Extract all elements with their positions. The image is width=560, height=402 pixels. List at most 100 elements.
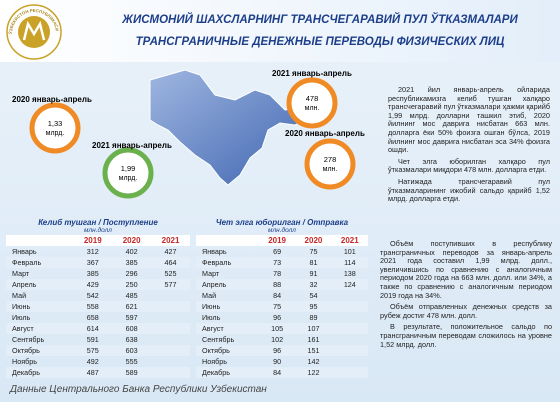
cell: 577 xyxy=(151,279,190,290)
cell xyxy=(332,334,368,345)
month: Июнь xyxy=(6,301,74,312)
bubble-value: 1,99 xyxy=(121,164,136,173)
cell xyxy=(332,290,368,301)
cell: 75 xyxy=(309,247,318,256)
cell: 75 xyxy=(258,301,296,312)
row: Февраль 73 81 114 xyxy=(196,257,368,268)
row: Февраль 367 385 464 xyxy=(6,257,190,268)
paragraph: В результате, положительное сальдо по тр… xyxy=(380,322,552,349)
paragraph: Объём поступивших в республику трансгран… xyxy=(380,239,552,300)
row: Декабрь 487 589 xyxy=(6,367,190,378)
month: Ноябрь xyxy=(202,357,227,366)
row: Август 614 608 xyxy=(6,323,190,334)
year: 2020 xyxy=(295,235,332,246)
bubble-value: 478 xyxy=(306,94,319,103)
cell: 621 xyxy=(112,301,152,312)
year: 2021 xyxy=(151,235,190,246)
cell: 161 xyxy=(307,335,320,344)
cell: 492 xyxy=(86,357,99,366)
row: Август 105 107 xyxy=(196,323,368,334)
month: Октябрь xyxy=(6,345,74,356)
month: Январь xyxy=(12,247,37,256)
cell: 32 xyxy=(295,279,332,290)
cell: 96 xyxy=(258,345,296,356)
month: Февраль xyxy=(6,257,74,268)
paragraph: Натижада трансчегаравий пул ўтказмаларин… xyxy=(388,176,550,204)
cell: 385 xyxy=(112,257,152,268)
cell xyxy=(331,367,368,378)
table-outflow: Чет элга юборилган / Отправка млн.долл 201… xyxy=(196,218,368,378)
table: 2019 2020 2021 Январь 69 75 101 Февраль 73 81 114 М… xyxy=(196,235,368,378)
cell xyxy=(151,334,190,345)
cell: 102 xyxy=(271,335,284,344)
row: Ноябрь 492 555 xyxy=(6,356,190,367)
bubble-period: 2021 январь-апрель xyxy=(272,69,352,78)
cell: 555 xyxy=(125,357,138,366)
row: Июнь 75 95 xyxy=(196,301,368,312)
cell: 81 xyxy=(295,257,332,268)
cell: 367 xyxy=(73,257,113,268)
corner xyxy=(6,235,74,246)
row: Июль 96 89 xyxy=(196,312,368,323)
month: Март xyxy=(12,269,30,278)
footer: Данные Центрального Банка Республики Узб… xyxy=(10,384,267,395)
year: 2019 xyxy=(258,235,296,246)
title-uz: ЖИСМОНИЙ ШАХСЛАРНИНГ ТРАНСЧЕГАРАВИЙ ПУЛ … xyxy=(122,14,518,26)
year: 2019 xyxy=(73,235,113,246)
month: Август xyxy=(6,323,74,334)
month: Декабрь xyxy=(6,367,74,378)
month: Сентябрь xyxy=(12,335,45,344)
cell: 597 xyxy=(125,313,138,322)
cell: 589 xyxy=(112,367,152,378)
bubble-value: 278 xyxy=(324,155,337,164)
text-ru: Объём поступивших в республику трансгран… xyxy=(380,239,552,352)
row: Ноябрь 90 142 xyxy=(196,356,368,367)
text-uz: 2021 йил январь-апрель ойларида республи… xyxy=(388,85,550,207)
cell: 575 xyxy=(73,345,113,356)
row: Май 542 485 xyxy=(6,290,190,301)
year: 2021 xyxy=(331,235,368,246)
cell: 122 xyxy=(295,367,332,378)
bubble-ring xyxy=(29,102,81,154)
cell: 312 xyxy=(86,247,99,256)
bubble-ring xyxy=(304,138,356,190)
cell: 78 xyxy=(273,269,282,278)
cell: 84 xyxy=(258,367,296,378)
table-title: Чет элга юборилган / Отправка xyxy=(215,218,349,227)
cell: 427 xyxy=(164,247,177,256)
bubble-ring xyxy=(102,147,154,199)
cell: 608 xyxy=(112,323,152,334)
table: 2019 2020 2021 Январь 312 402 427 Февраль 367 385… xyxy=(6,235,190,378)
cell: 429 xyxy=(73,279,113,290)
row: Март 78 91 138 xyxy=(196,268,368,279)
cell: 591 xyxy=(86,335,99,344)
cell: 296 xyxy=(125,269,138,278)
row: Январь 312 402 427 xyxy=(6,246,190,257)
month: Сентябрь xyxy=(202,335,235,344)
cell: 542 xyxy=(86,291,99,300)
table-unit: млн.долл xyxy=(84,227,112,234)
cell: 114 xyxy=(331,257,368,268)
month: Март xyxy=(202,269,220,278)
month: Май xyxy=(12,291,27,300)
row: Март 385 296 525 xyxy=(6,268,190,279)
month: Февраль xyxy=(196,257,259,268)
cell: 603 xyxy=(112,345,152,356)
cell: 107 xyxy=(295,323,332,334)
cell xyxy=(151,312,190,323)
map xyxy=(149,69,311,186)
bubble-unit: млрд. xyxy=(119,175,138,182)
cell: 89 xyxy=(309,313,318,322)
month: Июнь xyxy=(196,301,259,312)
cell: 91 xyxy=(309,269,318,278)
bubble-ring xyxy=(286,77,338,129)
cell: 487 xyxy=(73,367,113,378)
table-inflow: Келиб тушган / Поступление млн.долл 2019 20… xyxy=(6,218,190,378)
year-row: 2019 2020 2021 xyxy=(196,235,368,246)
bubble-period: 2021 январь-апрель xyxy=(92,141,172,150)
cell: 142 xyxy=(307,357,320,366)
cell xyxy=(151,290,190,301)
cell xyxy=(151,367,190,378)
cell xyxy=(151,301,190,312)
